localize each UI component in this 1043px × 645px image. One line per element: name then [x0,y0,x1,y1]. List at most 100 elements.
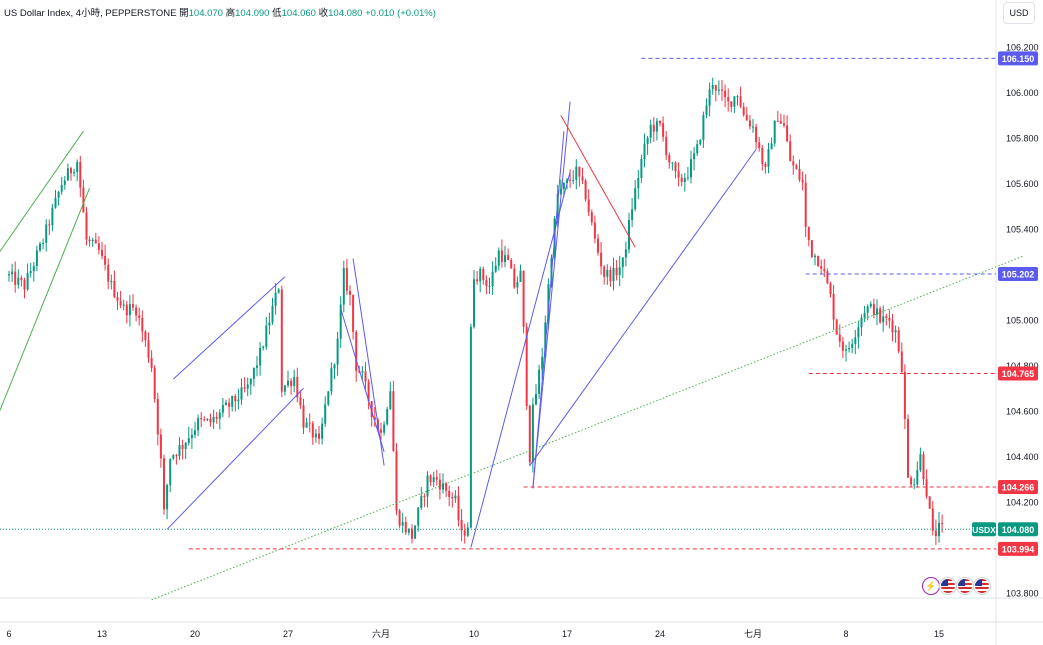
candle-body [249,378,252,385]
candle-body [761,148,764,164]
candle-body [370,401,373,418]
x-tick-label: 15 [934,629,944,639]
candle-body [411,528,413,539]
candle-body [829,283,832,295]
price-level-tag [998,479,1038,494]
candle-body [429,475,432,482]
candle-body [327,391,330,405]
trendline [340,308,385,453]
candle-body [101,249,103,257]
close-value: 104.080 [328,8,363,19]
candle-body [246,384,249,389]
candle-body [51,207,54,226]
candle-body [665,136,668,156]
high-value: 104.090 [235,8,270,19]
candle-body [349,290,351,295]
candle-body [894,330,897,333]
candle-body [116,297,119,301]
candle-body [293,376,296,386]
currency-button[interactable]: USD [1003,2,1035,24]
candle-body [280,289,283,392]
candle-body [141,317,144,332]
us-flag-icon[interactable] [974,578,990,594]
candle-body [798,168,801,180]
candle-body [169,458,172,486]
candle-body [931,508,934,531]
candle-body [339,304,342,339]
candle-body [621,257,624,268]
candle-body [63,180,66,185]
candle-body [900,351,903,372]
x-tick-label: 13 [97,629,107,639]
candle-body [262,346,265,348]
candle-body [538,369,541,394]
x-tick-label: 10 [469,629,479,639]
candle-body [810,240,813,257]
candle-body [287,380,289,386]
symbol-title[interactable]: US Dollar Index, 4小時, PEPPERSTONE [4,8,177,19]
y-tick-label: 104.800 [1006,361,1039,371]
candle-body [891,320,894,333]
candle-body [240,387,243,400]
candle-body [438,479,441,490]
candle-body [699,139,702,145]
lightning-icon[interactable]: ⚡ [923,578,939,594]
trendline [532,101,571,489]
candle-body [321,423,324,439]
candle-body [122,304,125,306]
candle-body [717,89,720,91]
candle-body [559,189,562,194]
candle-body [631,209,634,220]
candle-body [786,125,789,142]
candle-body [888,317,891,321]
candle-body [290,380,293,386]
candle-body [491,271,494,287]
y-tick-label: 106.200 [1006,43,1039,53]
candle-body [243,387,246,389]
candle-body [863,312,866,318]
candle-body [832,294,835,320]
candle-body [73,172,76,174]
trendline [172,276,286,380]
candle-body [404,522,407,533]
candle-body [426,475,429,497]
candle-body [913,484,916,486]
candle-body [330,368,333,392]
candle-body [485,279,488,287]
candle-body [609,269,612,282]
candle-body [792,161,795,166]
us-flag-icon[interactable] [957,578,973,594]
candle-body [302,405,305,428]
candle-body [903,371,906,419]
candle-body [693,153,696,160]
last-price-symbol: USDX [972,525,996,535]
last-price-tag [998,522,1038,537]
candle-body [271,305,274,323]
candle-body [671,162,674,164]
candle-body [225,402,227,406]
price-level-tag [998,366,1038,381]
candle-body [113,280,116,298]
candle-body [355,331,358,371]
low-label: 低 [272,8,282,19]
y-tick-label: 104.400 [1006,452,1039,462]
candle-body [457,495,460,520]
y-tick-label: 106.000 [1006,88,1039,98]
candle-body [646,137,649,144]
candle-body [305,422,308,428]
x-tick-label: 六月 [372,628,390,639]
candle-body [432,477,435,482]
candle-body [342,267,345,305]
event-icons: ⚡ [923,578,990,594]
candle-body [876,308,878,315]
candle-body [345,267,348,291]
candle-body [488,286,491,288]
close-label: 收 [318,8,329,19]
trendline [0,130,84,253]
us-flag-icon[interactable] [940,578,956,594]
candle-body [200,418,203,420]
candle-body [826,271,829,284]
candle-body [776,120,779,122]
candle-body [841,341,844,351]
